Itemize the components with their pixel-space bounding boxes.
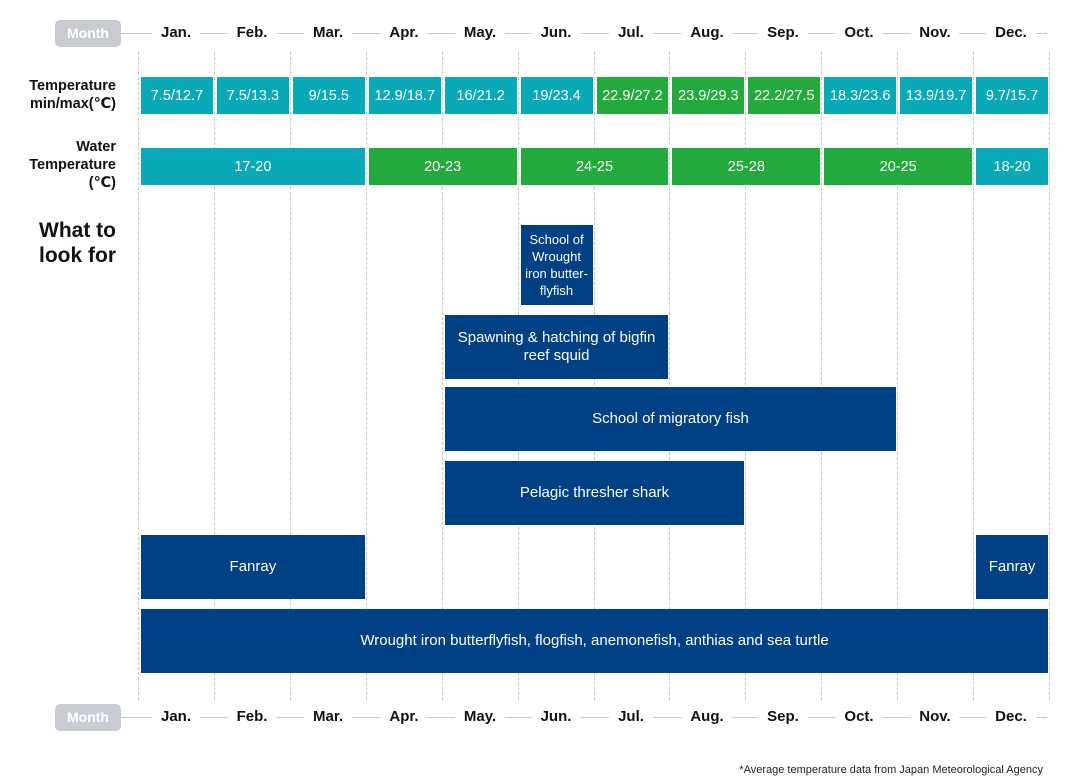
month-label: May.: [454, 707, 506, 727]
event-label: School of Wrought iron butter-flyfish: [525, 232, 588, 298]
event-bar: Fanray: [141, 535, 365, 599]
month-tag: Month: [55, 704, 121, 731]
month-label: Mar.: [303, 707, 353, 727]
event-label: Spawning & hatching of bigfin reef squid: [457, 329, 656, 364]
month-label: Feb.: [227, 707, 277, 727]
month-tag: Month: [55, 20, 121, 47]
air-temperature-cell: 19/23.4: [520, 77, 593, 114]
month-gridline: [973, 52, 974, 700]
air-temperature-cell: 16/21.2: [444, 77, 517, 114]
month-label: Jul.: [609, 707, 653, 727]
event-label: Fanray: [229, 558, 277, 575]
water-temperature-cell: 18-20: [976, 148, 1049, 185]
air-temperature-cell: 9/15.5: [292, 77, 365, 114]
month-gridline: [669, 52, 670, 700]
month-gridline: [290, 52, 291, 700]
month-label: Nov.: [910, 23, 960, 43]
event-label: Wrought iron butterflyfish, flogfish, an…: [360, 632, 829, 649]
air-temperature-cell: 9.7/15.7: [976, 77, 1049, 114]
month-label: Jun.: [531, 23, 581, 43]
month-gridline: [214, 52, 215, 700]
month-header-rule: [120, 33, 1047, 34]
month-label: Jan.: [151, 23, 201, 43]
event-bar: Pelagic thresher shark: [444, 461, 745, 525]
water-temperature-row-label: Water Temperature (℃): [29, 139, 116, 191]
month-header-top: Month Jan. Feb. Mar. Apr. May. Jun. Jul. Aug. Sep…: [0, 19, 1071, 49]
air-temperature-cell: 7.5/12.7: [141, 77, 213, 114]
month-label: Sep.: [758, 707, 808, 727]
month-label: Aug.: [681, 23, 733, 43]
month-gridline: [138, 52, 139, 700]
event-label: School of migratory fish: [592, 410, 749, 427]
air-temperature-cell: 22.2/27.5: [748, 77, 821, 114]
month-label: Feb.: [227, 23, 277, 43]
month-gridline: [1049, 52, 1050, 700]
month-label: May.: [454, 23, 506, 43]
air-temperature-cell: 23.9/29.3: [672, 77, 745, 114]
month-gridline: [745, 52, 746, 700]
air-temperature-cell: 18.3/23.6: [824, 77, 897, 114]
event-bar: Fanray: [976, 535, 1049, 599]
month-label: Nov.: [910, 707, 960, 727]
footnote: *Average temperature data from Japan Met…: [739, 764, 1043, 776]
month-label: Apr.: [380, 23, 428, 43]
month-gridline: [442, 52, 443, 700]
month-header-rule: [120, 717, 1047, 718]
water-temperature-cell: 25-28: [672, 148, 821, 185]
event-bar: School of Wrought iron butter-flyfish: [520, 225, 593, 305]
month-label: Mar.: [303, 23, 353, 43]
month-label: Sep.: [758, 23, 808, 43]
event-label: Fanray: [988, 558, 1036, 575]
month-header-bottom: Month Jan. Feb. Mar. Apr. May. Jun. Jul. Aug. Sep…: [0, 703, 1071, 733]
water-temperature-cell: 20-23: [368, 148, 517, 185]
month-label: Apr.: [380, 707, 428, 727]
month-gridline: [897, 52, 898, 700]
event-bar: School of migratory fish: [444, 387, 897, 451]
month-label: Aug.: [681, 707, 733, 727]
water-temperature-cell: 24-25: [520, 148, 669, 185]
what-to-look-for-label: What to look for: [39, 219, 116, 267]
month-label: Jun.: [531, 707, 581, 727]
water-temperature-cell: 17-20: [141, 148, 365, 185]
month-label: Jan.: [151, 707, 201, 727]
month-label: Oct.: [835, 707, 883, 727]
month-label: Dec.: [986, 707, 1036, 727]
month-gridline: [821, 52, 822, 700]
month-label: Oct.: [835, 23, 883, 43]
month-label: Dec.: [986, 23, 1036, 43]
air-temperature-cell: 12.9/18.7: [368, 77, 441, 114]
event-bar: Spawning & hatching of bigfin reef squid: [444, 315, 669, 379]
air-temperature-cell: 22.9/27.2: [596, 77, 669, 114]
month-label: Jul.: [609, 23, 653, 43]
air-temperature-cell: 7.5/13.3: [216, 77, 289, 114]
temperature-row-label: Temperature min/max(℃): [29, 78, 116, 112]
month-gridline: [366, 52, 367, 700]
event-bar: Wrought iron butterflyfish, flogfish, an…: [141, 609, 1049, 673]
air-temperature-cell: 13.9/19.7: [900, 77, 973, 114]
event-label: Pelagic thresher shark: [519, 484, 670, 501]
water-temperature-cell: 20-25: [824, 148, 973, 185]
